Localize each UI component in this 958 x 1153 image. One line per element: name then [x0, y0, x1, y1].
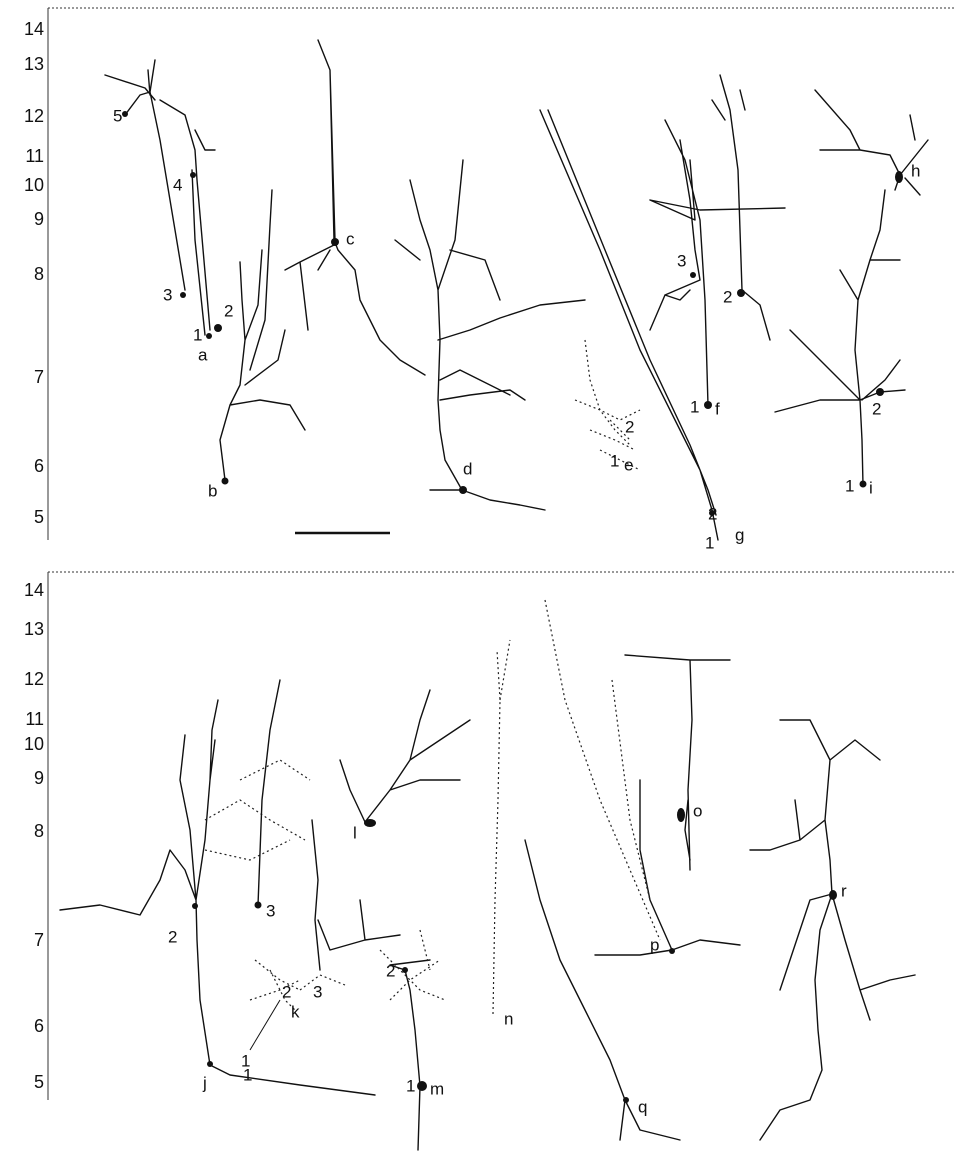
- layer-label: 14: [24, 580, 44, 600]
- layer-label: 5: [34, 1072, 44, 1092]
- neuron-drawings: [59, 39, 929, 1151]
- neuron-label: 2: [282, 982, 291, 1001]
- neuron-label: l: [353, 823, 357, 842]
- neuron-label: 4: [173, 175, 182, 194]
- neuron-labels-top: 5 4 3 2 1 a b c d 2 1 e 1 f 2 1 g h 3 2 …: [113, 106, 920, 552]
- neuron-label: r: [841, 881, 847, 900]
- neuron-label: o: [693, 801, 702, 820]
- neuron-label: 2: [872, 399, 881, 418]
- neuron-label: n: [504, 1009, 513, 1028]
- neuron-labels-bottom: 2 3 1 j 1 2 3 k l 2 1 m n o p q r: [168, 801, 847, 1116]
- neuron-label: a: [198, 345, 208, 364]
- layer-label: 13: [24, 619, 44, 639]
- neuron-label: 2: [723, 287, 732, 306]
- neuron-label: m: [430, 1079, 444, 1098]
- neuron-label: f: [715, 399, 720, 418]
- neuron-label: 1: [845, 476, 854, 495]
- neuron-label: 1: [241, 1051, 250, 1070]
- neuron-label: 3: [163, 285, 172, 304]
- layer-label: 14: [24, 19, 44, 39]
- neuron-label: h: [911, 161, 920, 180]
- layer-label: 8: [34, 821, 44, 841]
- neuron-label: 3: [266, 901, 275, 920]
- neuron-label: k: [291, 1002, 300, 1021]
- layer-label: 9: [34, 209, 44, 229]
- neuron-label: 1: [406, 1076, 415, 1095]
- layer-label: 6: [34, 456, 44, 476]
- layer-labels-top: 14 13 12 11 10 9 8 7 6 5: [24, 19, 44, 527]
- layer-label: 10: [24, 734, 44, 754]
- neuron-label: 2: [386, 961, 395, 980]
- layer-label: 12: [24, 106, 44, 126]
- layer-label: 11: [25, 709, 44, 729]
- neuron-label: 2: [708, 504, 717, 523]
- neuron-label: 2: [168, 927, 177, 946]
- neuron-label: g: [735, 525, 744, 544]
- layer-label: 10: [24, 175, 44, 195]
- neuron-label: q: [638, 1097, 647, 1116]
- layer-label: 7: [34, 930, 44, 950]
- neuron-label: b: [208, 481, 217, 500]
- neuron-label: j: [202, 1073, 207, 1092]
- layer-label: 9: [34, 768, 44, 788]
- neuron-label: i: [869, 478, 873, 497]
- neuron-label: p: [650, 935, 659, 954]
- layer-label: 8: [34, 264, 44, 284]
- layer-label: 12: [24, 669, 44, 689]
- neuron-label: 3: [677, 251, 686, 270]
- layer-label: 7: [34, 367, 44, 387]
- layer-label: 13: [24, 54, 44, 74]
- layer-label: 11: [25, 146, 44, 166]
- layer-labels-bottom: 14 13 12 11 10 9 8 7 6 5: [24, 580, 44, 1092]
- neuron-label: 1: [243, 1065, 252, 1084]
- neuron-label: 1: [610, 451, 619, 470]
- frame: [47, 7, 955, 1100]
- neuron-label: e: [624, 455, 633, 474]
- neuron-label: 2: [625, 417, 634, 436]
- layer-label: 5: [34, 507, 44, 527]
- neuron-label: 2: [224, 301, 233, 320]
- neuron-label: 1: [193, 325, 202, 344]
- neuron-label: c: [346, 229, 355, 248]
- neuron-label: 3: [313, 982, 322, 1001]
- layer-label: 6: [34, 1016, 44, 1036]
- neuron-label: 1: [705, 533, 714, 552]
- neuron-label: 1: [690, 397, 699, 416]
- neuron-label: 5: [113, 106, 122, 125]
- neuron-label: d: [463, 459, 472, 478]
